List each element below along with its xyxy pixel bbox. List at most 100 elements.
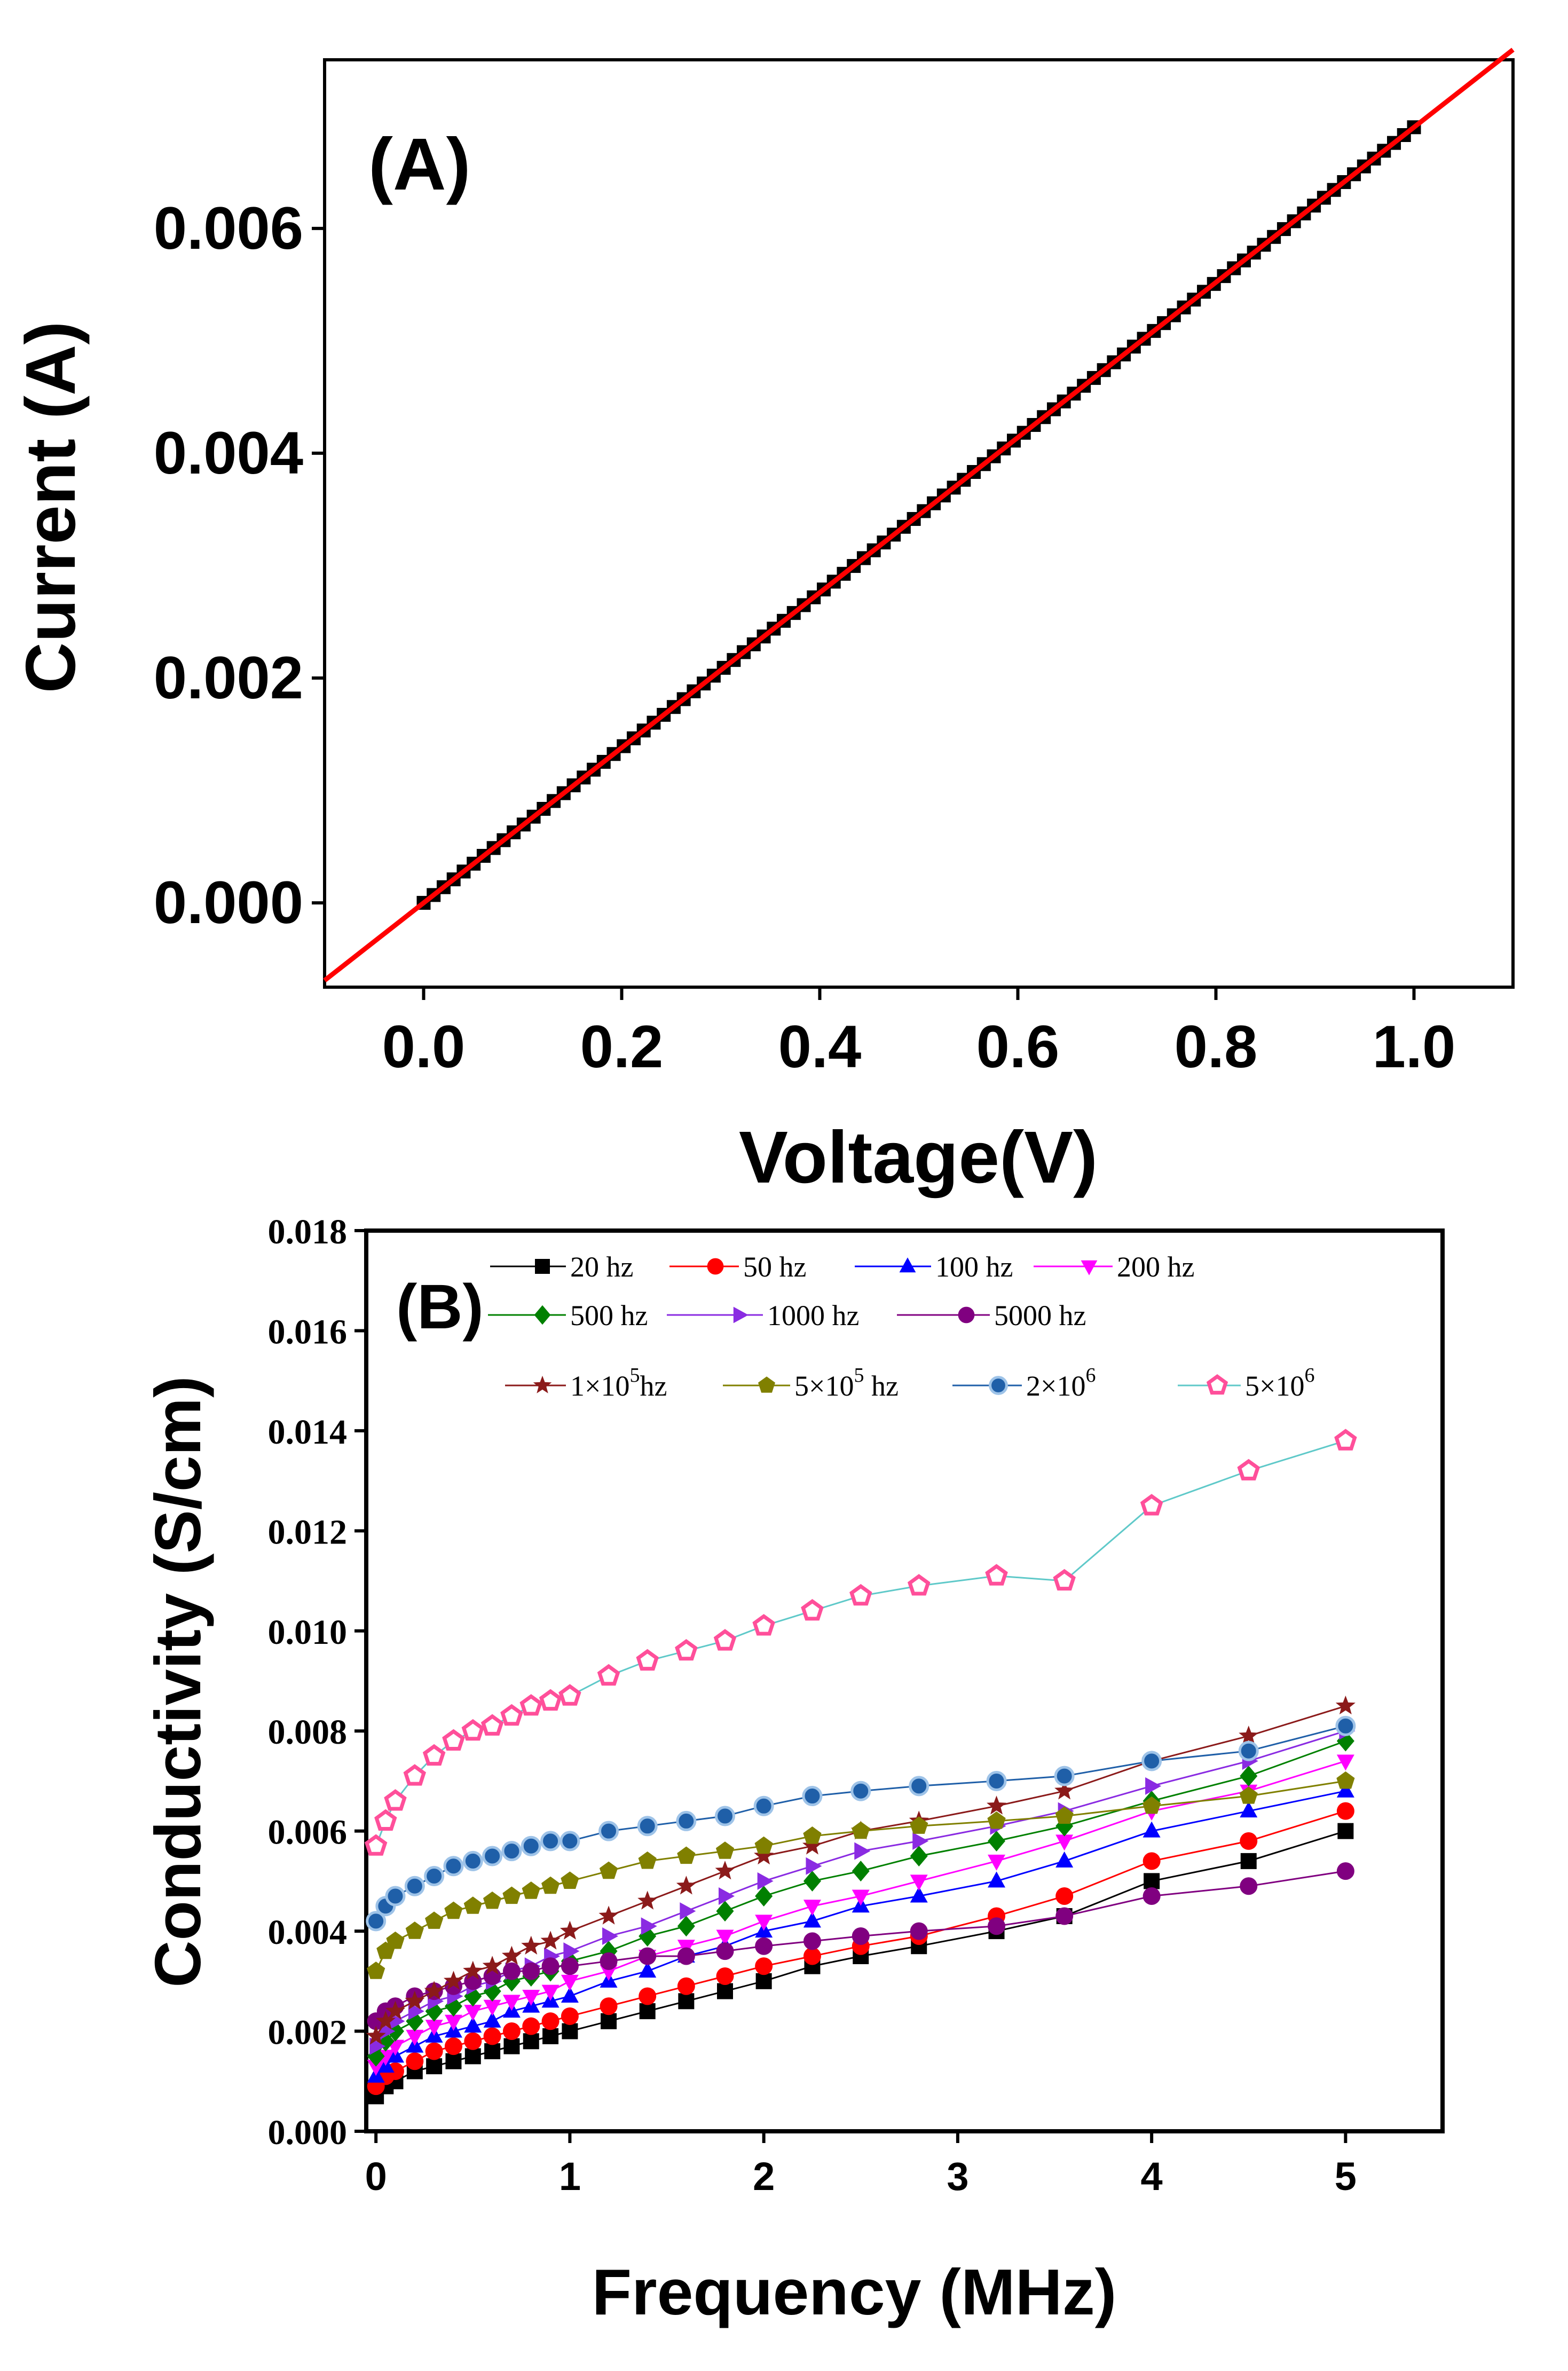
panel-b-series-10-point <box>385 1886 406 1907</box>
panel-b-series-2-point <box>1336 1802 1354 1820</box>
panel-b-series-5-point <box>910 1846 928 1867</box>
panel-b-series-8-point <box>1239 1726 1259 1745</box>
legend-item-4: 200 hz <box>1034 1251 1194 1283</box>
panel-b-series-9-point <box>425 1911 444 1929</box>
panel-a-x-tick-label: 0.0 <box>382 1013 466 1080</box>
panel-b-series-1-point <box>755 1973 772 1989</box>
panel-b-x-tick-label: 1 <box>559 2154 581 2199</box>
panel-b-series-4-point <box>1055 1834 1074 1851</box>
panel-b-series-2-point <box>464 2032 482 2050</box>
panel-b-series-9-point <box>1142 1796 1161 1814</box>
panel-b-series-2-point <box>425 2042 443 2060</box>
panel-b-y-tick-label: 0.004 <box>268 1913 348 1952</box>
panel-b-series-4-point <box>1336 1754 1354 1771</box>
panel-b-series-2-point <box>600 1997 618 2015</box>
panel-b-data <box>364 1429 1357 2105</box>
panel-b-series-8-point <box>443 1971 463 1990</box>
panel-a-data <box>323 48 1515 982</box>
panel-b-series-8-point <box>560 1920 580 1940</box>
panel-b-legend: 20 hz 50 hz 100 hz 200 hz 500 hz 1000 hz 5000 … <box>488 1251 1314 1402</box>
panel-b-series-10-point <box>366 1911 387 1932</box>
panel-b-series-9-point <box>541 1876 560 1894</box>
panel-b-series-3-point <box>561 1986 579 2003</box>
panel-b-x-tick-label: 3 <box>947 2154 968 2199</box>
panel-b-series-6-point <box>563 1942 580 1960</box>
panel-b-series-2-point <box>541 2012 560 2030</box>
panel-b-series-10-point <box>462 1850 483 1871</box>
legend-marker <box>989 1376 1008 1395</box>
panel-b-series-9-point <box>852 1821 870 1839</box>
panel-b-series-4-point <box>803 1900 821 1916</box>
panel-b-series-11-point <box>461 1719 485 1741</box>
panel-b-y-tick-label: 0.010 <box>268 1613 348 1652</box>
panel-b-series-10-point <box>1141 1751 1162 1771</box>
panel-b-series-1-point <box>717 1983 733 1999</box>
panel-a-x-axis-title: Voltage(V) <box>739 1116 1098 1199</box>
panel-b-series-8-point <box>366 2026 386 2045</box>
panel-b-series-6-point <box>641 1917 657 1935</box>
panel-b-x-tick-label: 2 <box>753 2154 775 2199</box>
panel-b-series-9-point <box>638 1851 657 1869</box>
panel-b-x-tick-label: 5 <box>1335 2154 1357 2199</box>
panel-b-series-8-point <box>715 1861 735 1880</box>
panel-a-x-tick-label: 1.0 <box>1373 1013 1456 1080</box>
panel-b-series-8-point <box>637 1891 658 1910</box>
legend-label: 1×105hz <box>570 1364 667 1402</box>
panel-b-series-3-point <box>1240 1801 1258 1818</box>
legend-label: 20 hz <box>570 1251 633 1283</box>
legend-marker <box>1081 1260 1098 1275</box>
panel-b-series-8-point <box>482 1956 502 1975</box>
panel-b-series-9-point <box>715 1841 735 1859</box>
panel-a-x-ticks: 0.0 0.2 0.4 0.6 0.8 1.0 <box>382 987 1456 1080</box>
panel-b-series-2-point <box>444 2037 462 2055</box>
panel-b-series-2-point <box>406 2052 424 2070</box>
panel-b-series-11-point <box>1237 1459 1260 1480</box>
panel-b-y-tick-label: 0.000 <box>268 2113 348 2152</box>
panel-b-series-7-point <box>1142 1887 1161 1905</box>
panel-b-series-4-point <box>502 1995 521 2011</box>
panel-b-series-5 <box>367 1730 1354 2067</box>
panel-a-y-axis-title: Current (A) <box>11 321 90 694</box>
panel-b-series-6-point <box>719 1887 735 1905</box>
panel-b-series-10-point <box>598 1821 619 1841</box>
panel-b-series-11-point <box>801 1598 824 1621</box>
panel-b-series-10-point <box>753 1795 774 1816</box>
legend-item-11: 5×106 <box>1178 1364 1314 1402</box>
panel-b-series-6-point <box>602 1927 619 1945</box>
panel-b-y-tick-label: 0.002 <box>268 2013 348 2052</box>
panel-b-series-4-point <box>541 1984 560 2001</box>
panel-b-y-axis-title: Conductivity (S/cm) <box>141 1376 214 1988</box>
panel-b-series-5-point <box>716 1901 734 1922</box>
legend-item-2: 50 hz <box>669 1251 806 1283</box>
panel-b-series-11-point <box>985 1564 1008 1586</box>
panel-b-series-8-point <box>802 1836 822 1855</box>
panel-b-series-6-point <box>680 1902 696 1920</box>
legend-label-base: 5×10 <box>794 1370 854 1402</box>
panel-b-series-10-point <box>521 1836 541 1856</box>
panel-b-series-1-point <box>1240 1853 1257 1869</box>
panel-b-series-11-point <box>422 1744 446 1766</box>
panel-b-series-4-point <box>561 1974 579 1991</box>
legend-label: 5×106 <box>1245 1364 1314 1402</box>
legend-label: 100 hz <box>935 1251 1013 1283</box>
legend-marker <box>534 1305 551 1325</box>
panel-b-series-1-point <box>484 2043 501 2060</box>
panel-b-series-10-point <box>540 1831 561 1852</box>
legend-item-3: 100 hz <box>855 1251 1013 1283</box>
legend-item-8: 1×105hz <box>505 1364 667 1402</box>
legend-label: 50 hz <box>743 1251 806 1283</box>
panel-b-y-tick-label: 0.012 <box>268 1513 348 1551</box>
panel-b-series-7-point <box>1240 1877 1258 1895</box>
panel-a-y-tick-label: 0.004 <box>154 420 303 486</box>
panel-b-y-tick-label: 0.006 <box>268 1813 348 1852</box>
panel-b-series-1-point <box>678 1993 695 2010</box>
panel-b-series-9-point <box>405 1921 424 1939</box>
panel-b-series-3-point <box>1055 1851 1074 1868</box>
panel-b-series-8-point <box>424 1981 444 2000</box>
panel-b-series-2-point <box>1142 1852 1161 1870</box>
panel-b-series-1-point <box>562 2023 578 2039</box>
panel-b-series-11-point <box>1140 1494 1163 1516</box>
panel-b-series-2-point <box>755 1957 773 1975</box>
